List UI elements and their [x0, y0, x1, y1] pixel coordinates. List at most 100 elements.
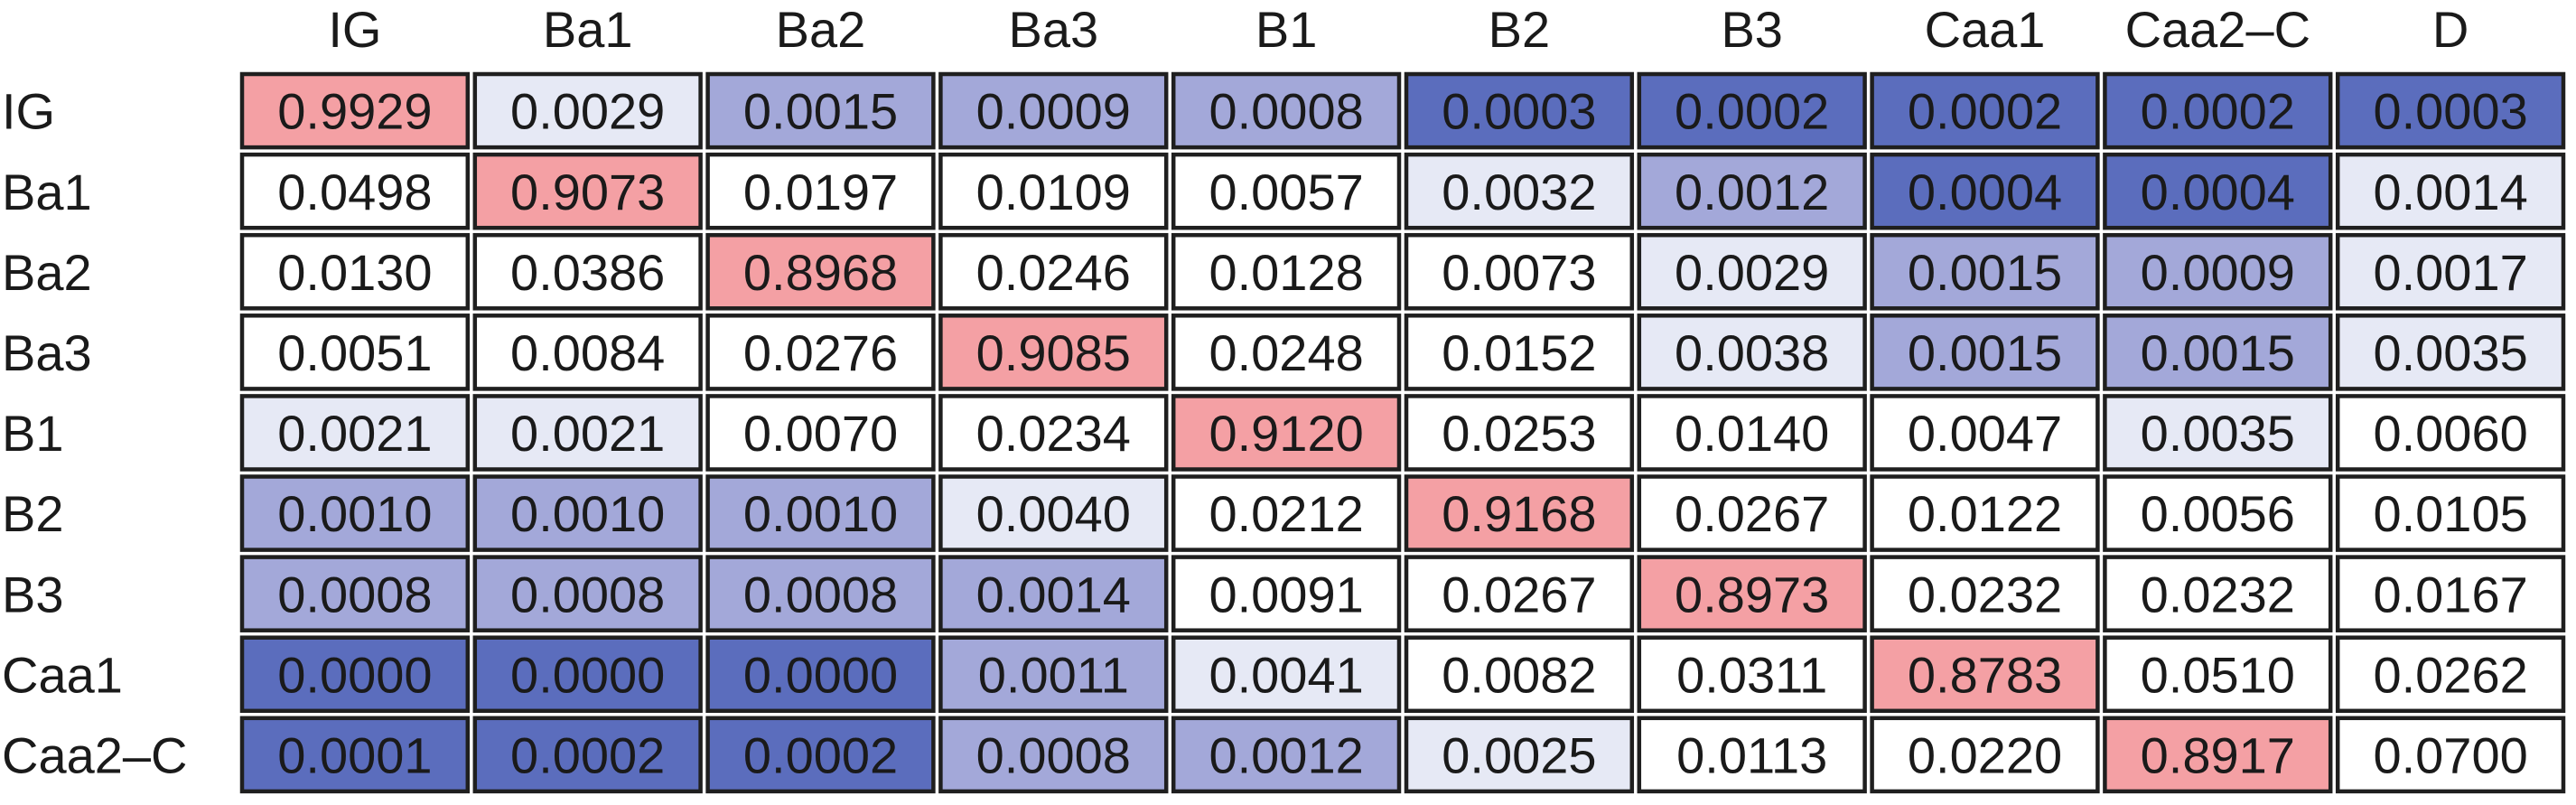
- heatmap-cell-ba2-b1: [1171, 232, 1402, 311]
- cell-value-label: 0.0253: [1442, 405, 1596, 462]
- heatmap-cell-ba3-ig: [239, 314, 471, 391]
- heatmap-cell-caa2-c-ba2: [705, 716, 936, 794]
- heatmap-cell-ba1-b2: [1404, 152, 1635, 230]
- cell-value-label: 0.0311: [1676, 646, 1827, 703]
- cell-value-label: 0.0267: [1675, 485, 1829, 542]
- heatmap-cell-b2-d: [2335, 474, 2566, 552]
- row-header-caa1: Caa1: [2, 646, 123, 703]
- column-header-b1: B1: [1255, 1, 1318, 58]
- heatmap-cell-ig-ig: [239, 71, 471, 150]
- cell-value-label: 0.0021: [277, 405, 432, 462]
- heatmap-cell-ba1-ig: [239, 152, 471, 230]
- cell-value-label: 0.0008: [1209, 83, 1363, 140]
- cell-value-label: 0.0038: [1675, 324, 1829, 381]
- heatmap-cell-ba1-b3: [1637, 152, 1867, 230]
- cell-value-label: 0.0000: [743, 646, 898, 703]
- heatmap-cell-b1-caa2-c: [2103, 394, 2333, 472]
- cell-value-label: 0.0008: [743, 566, 898, 622]
- cell-value-label: 0.0128: [1209, 244, 1363, 301]
- column-header-ba1: Ba1: [543, 1, 633, 58]
- heatmap-cell-b2-caa1: [1870, 474, 2100, 552]
- heatmap-cell-ba3-ba3: [938, 314, 1169, 391]
- column-header-ba3: Ba3: [1008, 1, 1098, 58]
- heatmap-cell-b2-b2: [1404, 474, 1635, 552]
- heatmap-cell-caa2-c-ig: [239, 716, 471, 794]
- cell-value-label: 0.0010: [743, 485, 898, 542]
- cell-value-label: 0.0498: [277, 164, 432, 220]
- heatmap-cell-ba2-b2: [1404, 232, 1635, 311]
- cell-value-label: 0.9073: [510, 164, 665, 220]
- heatmap-cell-ba2-ig: [239, 232, 471, 311]
- heatmap-cell-b3-ig: [239, 555, 471, 632]
- column-header-caa1: Caa1: [1925, 1, 2046, 58]
- heatmap-cell-caa2-c-d: [2335, 716, 2566, 794]
- column-header-ig: IG: [328, 1, 381, 58]
- cell-value-label: 0.0002: [2141, 83, 2295, 140]
- heatmap-cell-b1-b2: [1404, 394, 1635, 472]
- heatmap-cell-ig-ba1: [472, 71, 703, 150]
- cell-value-label: 0.0015: [2141, 324, 2295, 381]
- heatmap-cell-caa2-c-b3: [1637, 716, 1867, 794]
- heatmap-cell-caa1-ba2: [705, 635, 936, 714]
- heatmap-cell-b2-ba3: [938, 474, 1169, 552]
- cell-value-label: 0.8968: [743, 244, 898, 301]
- heatmap-cell-caa2-c-ba3: [938, 716, 1169, 794]
- cell-value-label: 0.0700: [2373, 727, 2527, 784]
- cell-value-label: 0.0010: [510, 485, 665, 542]
- cell-value-label: 0.0113: [1676, 727, 1827, 784]
- cell-value-label: 0.0197: [743, 164, 898, 220]
- heatmap-cell-b3-d: [2335, 555, 2566, 632]
- cell-value-label: 0.0070: [743, 405, 898, 462]
- column-header-b2: B2: [1489, 1, 1551, 58]
- heatmap-cell-b2-ig: [239, 474, 471, 552]
- heatmap-cell-ba2-b3: [1637, 232, 1867, 311]
- cell-value-label: 0.0140: [1675, 405, 1829, 462]
- cell-value-label: 0.0051: [277, 324, 432, 381]
- heatmap-cell-ba2-d: [2335, 232, 2566, 311]
- cell-value-label: 0.0004: [1908, 164, 2062, 220]
- cell-value-label: 0.0015: [1908, 324, 2062, 381]
- cell-value-label: 0.0232: [1908, 566, 2062, 622]
- cell-value-label: 0.0122: [1908, 485, 2062, 542]
- heatmap-cell-caa1-caa1: [1870, 635, 2100, 714]
- cell-value-label: 0.0002: [1675, 83, 1829, 140]
- heatmap-cell-ba2-caa1: [1870, 232, 2100, 311]
- cell-value-label: 0.0012: [1209, 727, 1363, 784]
- cell-value-label: 0.0262: [2373, 646, 2527, 703]
- cell-value-label: 0.0040: [976, 485, 1131, 542]
- heatmap-cell-b2-ba2: [705, 474, 936, 552]
- cell-value-label: 0.0057: [1209, 164, 1363, 220]
- cell-value-label: 0.0084: [510, 324, 665, 381]
- heatmap-cell-caa2-c-caa2-c: [2103, 716, 2333, 794]
- heatmap-cell-b3-ba2: [705, 555, 936, 632]
- heatmap-cell-ba3-d: [2335, 314, 2566, 391]
- cell-value-label: 0.0105: [2373, 485, 2527, 542]
- heatmap-cell-caa1-b2: [1404, 635, 1635, 714]
- row-header-b2: B2: [2, 485, 64, 542]
- cell-value-label: 0.9085: [976, 324, 1131, 381]
- heatmap-cell-caa2-c-caa1: [1870, 716, 2100, 794]
- cell-value-label: 0.9120: [1209, 405, 1363, 462]
- cell-value-label: 0.0032: [1442, 164, 1596, 220]
- cell-value-label: 0.0001: [277, 727, 432, 784]
- heatmap-cell-caa1-caa2-c: [2103, 635, 2333, 714]
- cell-value-label: 0.0009: [976, 83, 1131, 140]
- heatmap-cell-caa1-b3: [1637, 635, 1867, 714]
- heatmap-cell-b2-b1: [1171, 474, 1402, 552]
- heatmap-cell-ba2-ba1: [472, 232, 703, 311]
- row-header-b3: B3: [2, 566, 64, 622]
- heatmap-cell-b3-b3: [1637, 555, 1867, 632]
- heatmap-cell-caa2-c-b2: [1404, 716, 1635, 794]
- heatmap-cell-ba3-caa2-c: [2103, 314, 2333, 391]
- heatmap-cell-ba3-b1: [1171, 314, 1402, 391]
- heatmap-cell-b1-ba1: [472, 394, 703, 472]
- heatmap-cell-ig-d: [2335, 71, 2566, 150]
- cell-value-label: 0.0035: [2373, 324, 2527, 381]
- heatmap-cell-b1-b1: [1171, 394, 1402, 472]
- cell-value-label: 0.0234: [976, 405, 1131, 462]
- cell-value-label: 0.0130: [277, 244, 432, 301]
- heatmap-cell-ig-b2: [1404, 71, 1635, 150]
- cell-value-label: 0.0014: [2373, 164, 2527, 220]
- cell-value-label: 0.0246: [976, 244, 1131, 301]
- heatmap-cell-b1-ba2: [705, 394, 936, 472]
